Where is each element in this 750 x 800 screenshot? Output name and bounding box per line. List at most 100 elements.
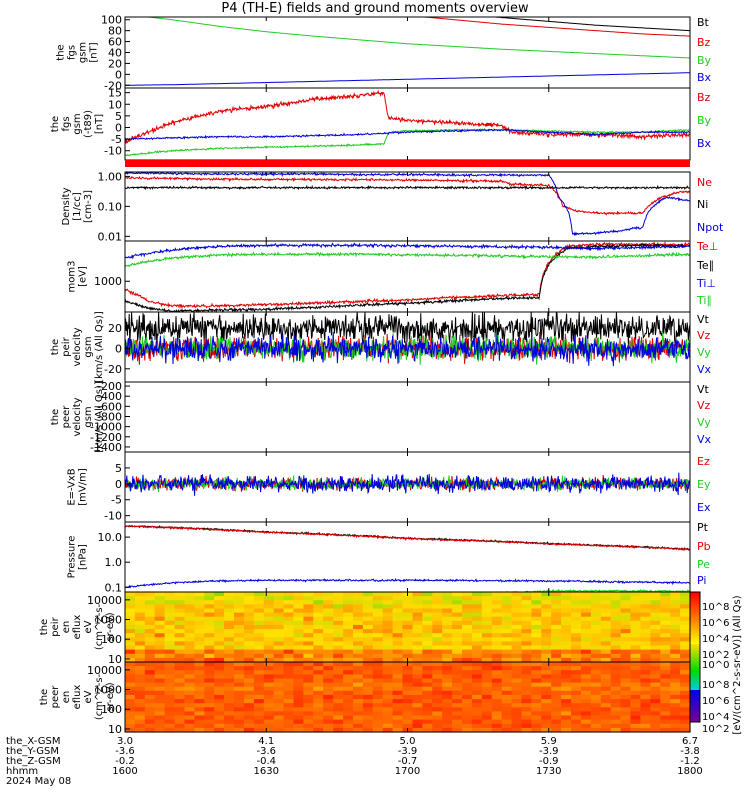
heatmap-cell <box>660 707 671 712</box>
heatmap-cell <box>125 637 136 642</box>
heatmap-cell <box>333 690 344 696</box>
heatmap-cell <box>630 666 641 671</box>
heatmap-cell <box>313 600 324 605</box>
heatmap-cell <box>253 707 265 712</box>
heatmap-cell <box>471 727 483 733</box>
heatmap-cell <box>650 633 661 638</box>
heatmap-cell <box>204 653 215 659</box>
heatmap-cell <box>283 592 295 597</box>
heatmap-cell <box>263 719 275 725</box>
heatmap-cell <box>541 616 552 622</box>
heatmap-cell <box>263 703 275 708</box>
heatmap-cell <box>551 694 562 700</box>
heatmap-cell <box>561 629 572 634</box>
heatmap-cell <box>382 641 394 647</box>
heatmap-cell <box>521 707 532 712</box>
heatmap-cell <box>491 596 503 601</box>
heatmap-cell <box>293 727 304 733</box>
heatmap-cell <box>144 612 156 618</box>
heatmap-cell <box>382 600 394 605</box>
heatmap-cell <box>382 649 394 655</box>
heatmap-cell <box>164 723 176 729</box>
heatmap-cell <box>392 657 404 663</box>
heatmap-cell <box>551 711 562 717</box>
heatmap-cell <box>462 674 473 680</box>
eph-value: -0.4 <box>256 756 276 767</box>
heatmap-cell <box>204 699 215 704</box>
heatmap-cell <box>392 596 404 601</box>
heatmap-cell <box>253 653 265 659</box>
heatmap-cell <box>333 596 344 601</box>
heatmap-cell <box>551 629 562 634</box>
eph-value: 6.7 <box>682 736 698 747</box>
heatmap-cell <box>620 674 632 680</box>
colorbar-cell <box>690 716 700 718</box>
heatmap-cell <box>620 694 632 700</box>
heatmap-cell <box>224 674 235 680</box>
heatmap-cell <box>442 674 453 680</box>
heatmap-cell <box>263 723 275 729</box>
colorbar-cell <box>690 601 700 603</box>
heatmap-cell <box>392 592 404 597</box>
heatmap-cell <box>442 612 453 618</box>
heatmap-cell <box>293 604 304 610</box>
heatmap-cell <box>204 624 215 630</box>
heatmap-cell <box>184 604 195 610</box>
heatmap-cell <box>432 596 443 601</box>
heatmap-cell <box>293 596 304 601</box>
legend-Bx: Bx <box>697 137 712 150</box>
legend-Vt: Vt <box>697 313 710 326</box>
heatmap-cell <box>511 690 523 696</box>
heatmap-cell <box>125 678 136 684</box>
temperature-series-Ti∥ <box>124 251 690 268</box>
heatmap-cell <box>551 707 562 712</box>
heatmap-cell <box>660 686 671 692</box>
heatmap-cell <box>650 703 661 708</box>
heatmap-cell <box>382 653 394 659</box>
heatmap-cell <box>650 694 661 700</box>
heatmap-cell <box>392 690 404 696</box>
heatmap-cell <box>531 699 542 704</box>
heatmap-cell <box>571 596 582 601</box>
heatmap-cell <box>253 629 265 634</box>
heatmap-cell <box>194 674 205 680</box>
heatmap-cell <box>333 682 344 688</box>
heatmap-cell <box>343 637 354 642</box>
heatmap-cell <box>234 711 245 717</box>
heatmap-cell <box>462 694 473 700</box>
heatmap-cell <box>442 629 453 634</box>
heatmap-cell <box>521 612 532 618</box>
heatmap-cell <box>253 678 265 684</box>
heatmap-cell <box>640 686 651 692</box>
heatmap-cell <box>581 624 592 630</box>
colorbar-cell <box>690 677 700 679</box>
heatmap-cell <box>362 629 374 634</box>
heatmap-cell <box>581 641 592 647</box>
heatmap-cell <box>323 686 334 692</box>
heatmap-cell <box>154 678 166 684</box>
heatmap-cell <box>660 612 671 618</box>
heatmap-cell <box>303 637 314 642</box>
eph-value: 1700 <box>394 766 421 777</box>
heatmap-cell <box>422 608 433 614</box>
heatmap-cell <box>125 620 136 626</box>
heatmap-cell <box>600 690 612 696</box>
heatmap-cell <box>333 624 344 630</box>
heatmap-cell <box>670 727 681 733</box>
colorbar-cell <box>690 619 700 621</box>
heatmap-cell <box>184 620 195 626</box>
heatmap-cell <box>680 637 691 642</box>
heatmap-cell <box>442 624 453 630</box>
y-tick-label: 1000 <box>94 684 122 697</box>
colorbar-cell <box>690 644 700 646</box>
heatmap-cell <box>303 620 314 626</box>
heatmap-cell <box>164 637 176 642</box>
heatmap-cell <box>581 727 592 733</box>
heatmap-cell <box>432 616 443 622</box>
heatmap-cell <box>600 686 612 692</box>
heatmap-cell <box>174 624 186 630</box>
colorbar-cell <box>690 669 700 671</box>
colorbar: 10^810^610^410^210^010^810^610^410^2 [eV/… <box>689 591 743 735</box>
heatmap-cell <box>214 674 225 680</box>
